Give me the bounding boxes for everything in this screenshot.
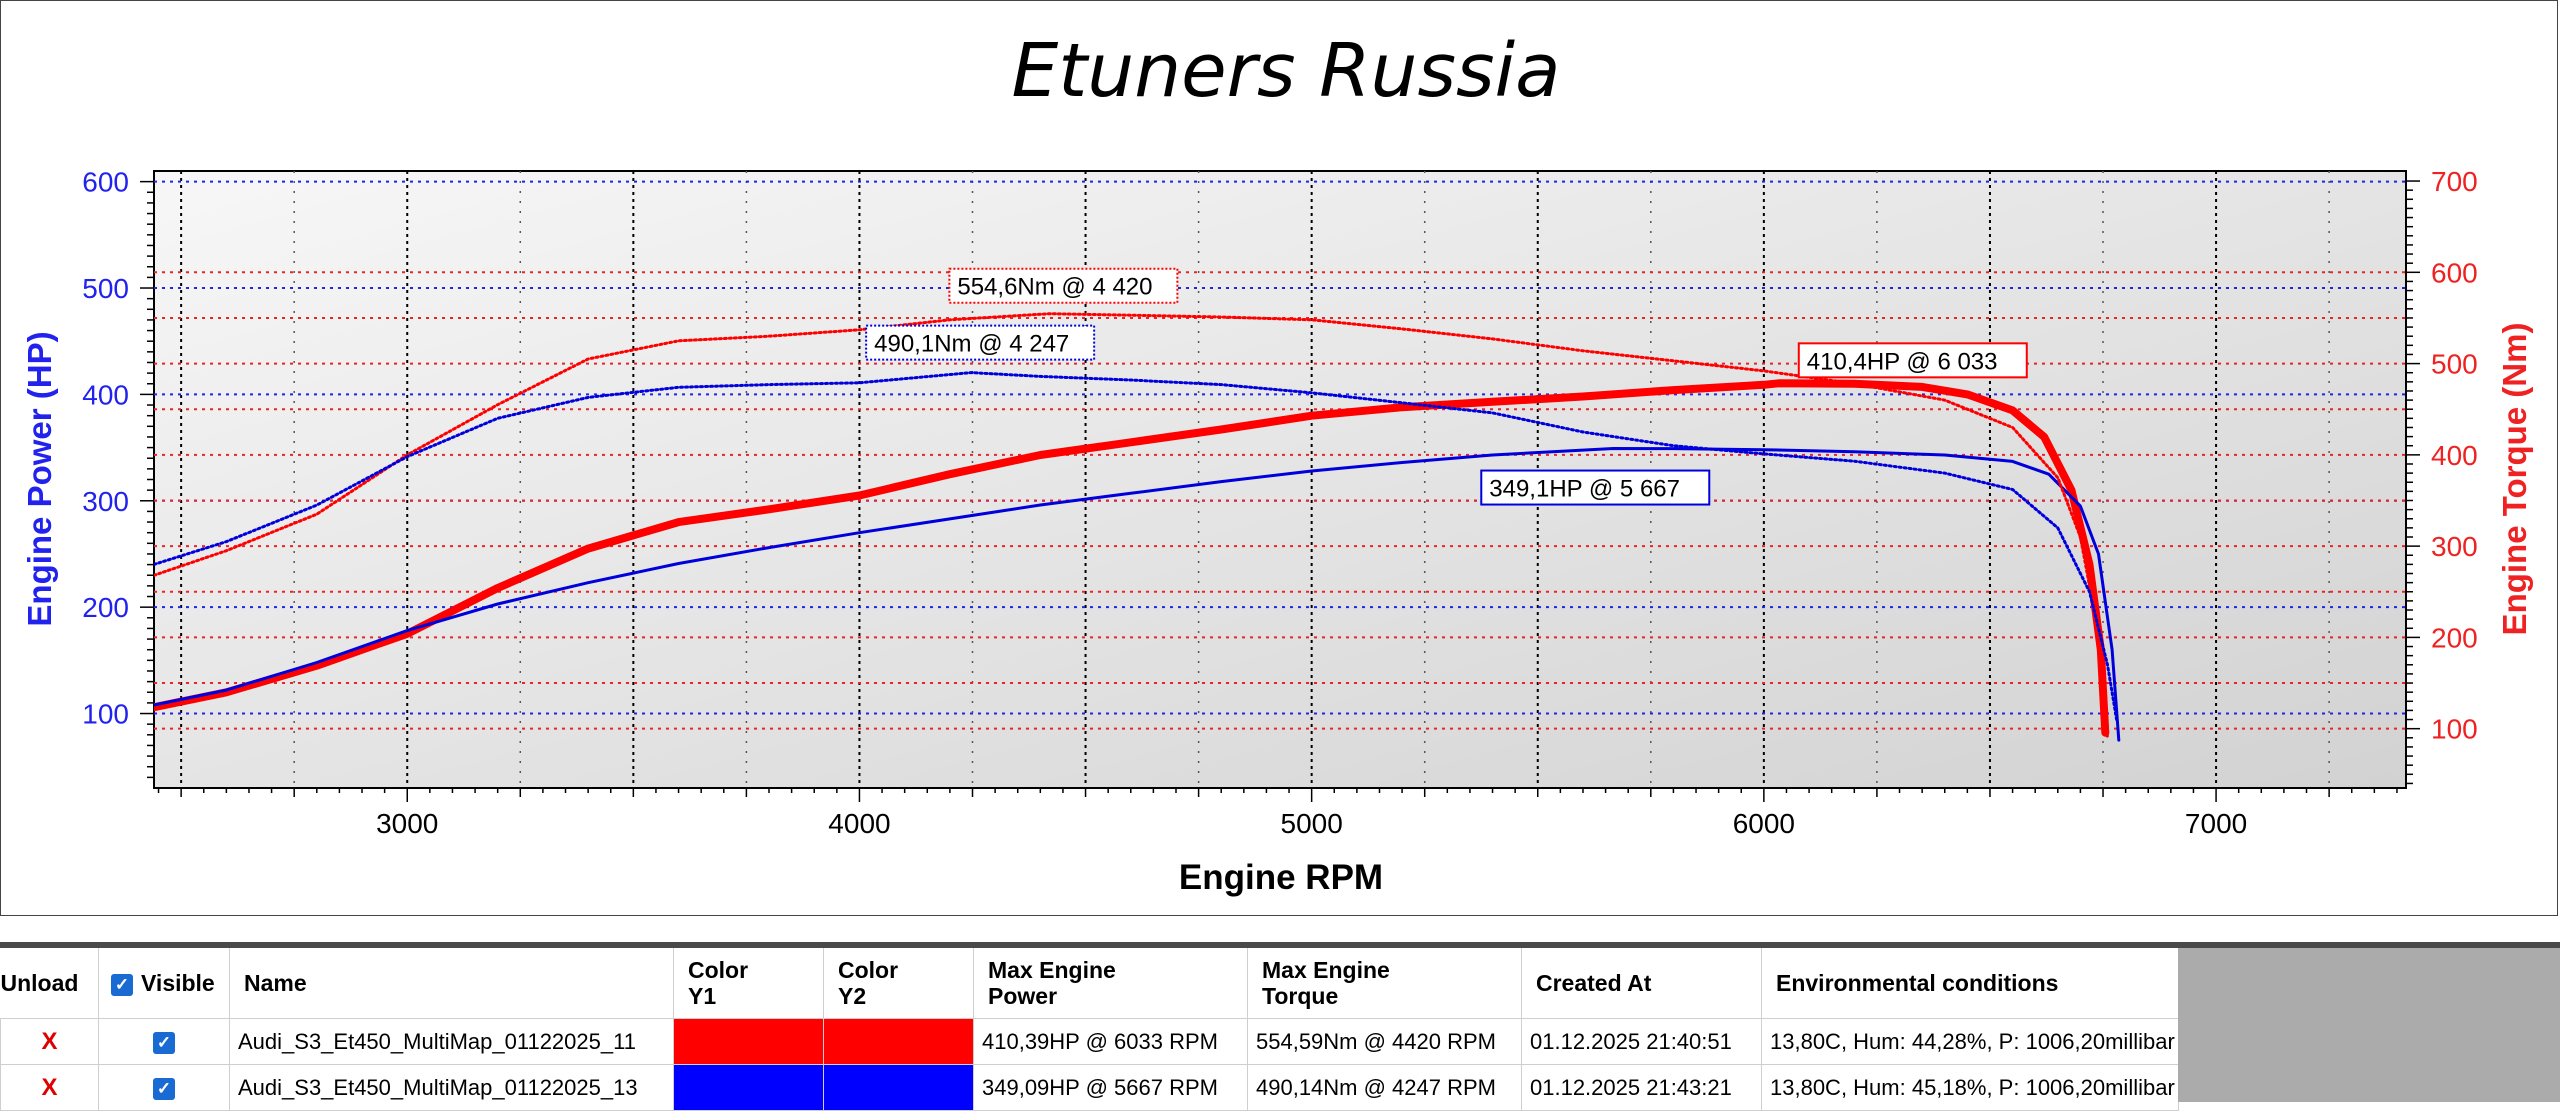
peak-label: 349,1HP @ 5 667 — [1489, 476, 1680, 503]
x-tick-label: 4000 — [828, 808, 890, 839]
header-visible[interactable]: ✓ Visible — [98, 948, 230, 1019]
peak-label-box — [948, 267, 1179, 304]
series-lines — [154, 312, 2121, 742]
table-header-row: Unload ✓ Visible Name Color Y1 Color Y2 Max… — [0, 948, 2179, 1019]
y-right-tick-label: 600 — [2431, 257, 2478, 288]
header-color-y2-line1: Color — [838, 957, 899, 983]
header-color-y2-line2: Y2 — [838, 983, 867, 1009]
y-left-tick-label: 500 — [82, 273, 129, 304]
series-line-torque-3 — [154, 312, 2109, 740]
peak-label-box — [865, 324, 1096, 361]
header-max-power-line2: Power — [988, 983, 1058, 1009]
peak-label-box — [1797, 342, 2028, 379]
max-torque-value: 490,14Nm @ 4247 RPM — [1247, 1064, 1522, 1111]
y-right-tick-label: 700 — [2431, 166, 2478, 197]
color-y2-swatch[interactable] — [823, 1018, 974, 1065]
y-right-tick-label: 300 — [2431, 531, 2478, 562]
y-right-tick-label: 200 — [2431, 622, 2478, 653]
y-left-tick-label: 600 — [82, 167, 129, 198]
unload-button[interactable]: X — [0, 1064, 99, 1111]
y-left-tick-label: 400 — [82, 379, 129, 410]
y-right-tick-label: 400 — [2431, 440, 2478, 471]
peak-label: 554,6Nm @ 4 420 — [957, 274, 1152, 301]
visible-checkbox-cell[interactable]: ✓ — [98, 1018, 230, 1065]
dyno-chart: Etuners Russia 3000 4000 5000 6000 7000 100 20… — [21, 28, 2533, 897]
header-max-torque-line2: Torque — [1262, 983, 1339, 1009]
created-at-value: 01.12.2025 21:40:51 — [1521, 1018, 1762, 1065]
visible-checkbox[interactable]: ✓ — [153, 1077, 175, 1100]
table-row[interactable]: X ✓ Audi_S3_Et450_MultiMap_01122025_11 4… — [0, 1018, 2179, 1065]
header-max-torque[interactable]: Max Engine Torque — [1247, 948, 1522, 1019]
y-axis-left-label: Engine Power (HP) — [21, 331, 58, 626]
plot-area — [153, 170, 2407, 789]
y-left-tick-label: 200 — [82, 592, 129, 623]
unload-button[interactable]: X — [0, 1018, 99, 1065]
x-axis-label: Engine RPM — [1179, 858, 1383, 897]
peak-label: 410,4HP @ 6 033 — [1807, 348, 1998, 375]
header-unload[interactable]: Unload — [0, 948, 99, 1019]
y-right-tick-label: 100 — [2431, 714, 2478, 745]
series-line-power-2 — [154, 447, 2121, 742]
runs-table: Unload ✓ Visible Name Color Y1 Color Y2 Max… — [0, 948, 2179, 1111]
run-name: Audi_S3_Et450_MultiMap_01122025_11 — [229, 1018, 674, 1065]
visible-checkbox[interactable]: ✓ — [153, 1031, 175, 1054]
visible-checkbox-cell[interactable]: ✓ — [98, 1064, 230, 1111]
header-max-power[interactable]: Max Engine Power — [973, 948, 1248, 1019]
panel-splitter[interactable] — [0, 942, 2560, 948]
color-y2-swatch[interactable] — [823, 1064, 974, 1111]
runs-grid: Unload ✓ Visible Name Color Y1 Color Y2 Max… — [0, 948, 2560, 1111]
y-left-tick-label: 300 — [82, 486, 129, 517]
env-value: 13,80C, Hum: 45,18%, P: 1006,20millibar — [1761, 1064, 2179, 1111]
header-env[interactable]: Environmental conditions — [1761, 948, 2179, 1019]
table-row[interactable]: X ✓ Audi_S3_Et450_MultiMap_01122025_13 3… — [0, 1064, 2179, 1111]
y-left-tick-label: 100 — [82, 699, 129, 730]
header-color-y1-line2: Y1 — [688, 983, 717, 1009]
peak-label-box — [1480, 469, 1711, 506]
max-power-value: 410,39HP @ 6033 RPM — [973, 1018, 1248, 1065]
header-max-torque-line1: Max Engine — [1262, 957, 1390, 983]
env-value: 13,80C, Hum: 44,28%, P: 1006,20millibar — [1761, 1018, 2179, 1065]
color-y1-swatch[interactable] — [673, 1064, 824, 1111]
x-tick-label: 5000 — [1281, 808, 1343, 839]
series-line-power-1 — [154, 379, 2110, 737]
peak-label: 490,1Nm @ 4 247 — [874, 331, 1069, 358]
max-power-value: 349,09HP @ 5667 RPM — [973, 1064, 1248, 1111]
header-color-y1-line1: Color — [688, 957, 749, 983]
series-line-torque-4 — [154, 371, 2119, 721]
x-tick-label: 6000 — [1733, 808, 1795, 839]
header-created-at[interactable]: Created At — [1521, 948, 1762, 1019]
y-axis-right-label: Engine Torque (Nm) — [2496, 323, 2533, 636]
dyno-chart-panel: Etuners Russia 3000 4000 5000 6000 7000 100 20… — [0, 0, 2558, 916]
max-torque-value: 554,59Nm @ 4420 RPM — [1247, 1018, 1522, 1065]
created-at-value: 01.12.2025 21:43:21 — [1521, 1064, 1762, 1111]
y-right-tick-label: 500 — [2431, 349, 2478, 380]
header-color-y1[interactable]: Color Y1 — [673, 948, 824, 1019]
grid-empty-area — [2178, 948, 2560, 1102]
peak-annotations: 554,6Nm @ 4 420 490,1Nm @ 4 247 410,4HP @ … — [865, 267, 2028, 506]
header-name[interactable]: Name — [229, 948, 674, 1019]
chart-title: Etuners Russia — [1012, 28, 1561, 114]
visible-all-checkbox[interactable]: ✓ — [111, 973, 133, 996]
run-name: Audi_S3_Et450_MultiMap_01122025_13 — [229, 1064, 674, 1111]
header-visible-label: Visible — [141, 970, 215, 996]
axes: 3000 4000 5000 6000 7000 100 200 300 400 500 600 10… — [82, 166, 2477, 839]
x-tick-label: 7000 — [2185, 808, 2247, 839]
x-tick-label: 3000 — [376, 808, 438, 839]
color-y1-swatch[interactable] — [673, 1018, 824, 1065]
header-max-power-line1: Max Engine — [988, 957, 1116, 983]
header-color-y2[interactable]: Color Y2 — [823, 948, 974, 1019]
